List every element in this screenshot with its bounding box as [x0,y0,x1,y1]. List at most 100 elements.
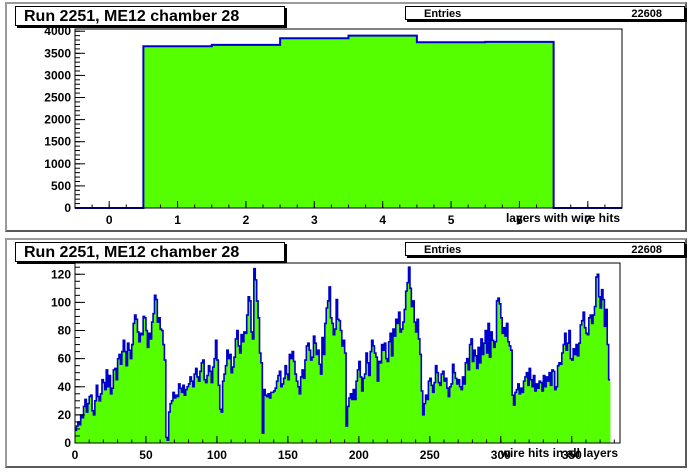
histogram-bar [326,308,328,443]
histogram-bar [348,35,418,208]
histogram-bar [421,390,424,443]
histogram-bar [446,388,449,443]
histogram-bar [182,385,185,443]
histogram-bar [473,350,476,443]
x-tick-label: 150 [278,448,298,462]
histogram-bar [292,351,294,443]
histogram-bar [408,267,411,443]
histogram-bar [121,351,124,443]
histogram-bar [243,331,246,443]
histogram-bar [192,386,195,443]
histogram-bar [418,338,421,443]
histogram-bar [233,357,236,443]
histogram-bar [175,395,178,443]
histogram-bar [249,300,252,443]
histogram-bar [500,317,503,443]
histogram-bar [259,353,262,443]
histogram-bar [529,368,531,443]
histogram-bar [595,277,598,443]
histogram-bar [134,315,137,443]
histogram-bar [499,303,502,443]
histogram-bar [262,433,265,443]
plot-frame [74,262,621,444]
histogram-bar [390,333,392,443]
histogram-bar [380,362,382,443]
histogram-bar [587,334,590,443]
histogram-bar [187,386,189,443]
histogram-bar [438,382,441,443]
histogram-bar [195,368,198,443]
histogram-bar [241,334,243,443]
histogram-bar [543,375,546,443]
histogram-bar [87,403,90,443]
histogram-bar [110,393,113,443]
histogram-bar [453,372,456,443]
histogram-bar [434,382,436,443]
histogram-bar [391,355,394,443]
histogram-bar [84,399,87,443]
histogram-bar [111,388,114,443]
histogram-bar [425,395,428,443]
histogram-bar [133,323,135,443]
histogram-bar [150,338,152,443]
histogram-bar [458,379,460,443]
x-tick-label: 250 [420,448,440,462]
histogram-bar [412,300,415,443]
y-tick-label: 2000 [44,113,71,127]
histogram-bar [573,348,575,443]
histogram-bar [520,388,523,443]
histogram-bar [340,330,343,443]
y-tick-label: 3000 [44,68,71,82]
histogram-bar [348,398,351,443]
y-tick-label: 120 [51,267,71,281]
histogram-bar [445,378,448,443]
histogram-bar [407,282,409,443]
histogram-bar [343,340,346,443]
histogram-bar [147,347,150,443]
y-tick-label: 1000 [44,157,71,171]
histogram-bar [330,317,333,443]
histogram-bar [235,338,238,443]
histogram-bar [367,362,370,443]
histogram-bar [546,376,548,443]
histogram-bar [347,406,350,443]
y-tick-label: 2500 [44,91,71,105]
histogram-bar [280,386,283,443]
histogram-bar [276,381,279,443]
histogram-bar [144,317,147,443]
histogram-bar [382,350,385,443]
histogram-bar [351,399,354,443]
y-tick-label: 20 [58,408,72,422]
histogram-bar [479,362,482,443]
histogram-bar [449,386,452,443]
histogram-bar [550,385,553,443]
histogram-bar [277,375,280,443]
histogram-bar [286,374,289,443]
histogram-bar [544,386,547,443]
histogram-bar [250,331,253,443]
histogram-bar [465,362,468,443]
histogram-bar [137,331,140,443]
histogram-bar [502,333,504,443]
histogram-bar [483,343,486,443]
histogram-bar [168,412,171,443]
histogram-bar [171,400,174,443]
stats-value: 22608 [631,8,662,20]
histogram-bar [554,389,557,443]
histogram-bar [480,338,483,443]
histogram-bar [608,379,611,443]
histogram-bar [540,382,543,443]
x-tick-label: 3 [311,213,318,227]
histogram-bar [601,289,604,443]
histogram-bar [431,385,434,443]
histogram-bar [368,375,371,443]
histogram-bar [360,376,363,443]
histogram-bar [140,333,143,443]
histogram-bar [510,350,513,443]
histogram-bar [570,358,573,443]
histogram-bar [194,374,196,443]
x-tick-label: 350 [562,448,582,462]
histogram-bar [265,395,267,443]
histogram-bar [482,354,485,443]
histogram-bar [258,317,260,443]
